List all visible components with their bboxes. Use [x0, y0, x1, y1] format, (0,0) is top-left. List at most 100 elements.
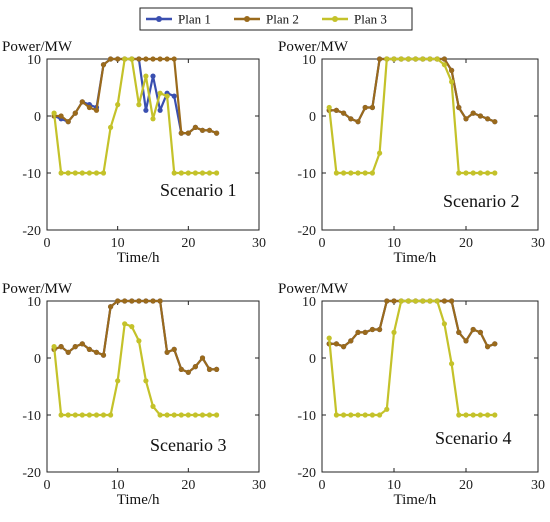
data-point [86, 170, 92, 176]
data-point [355, 412, 361, 418]
data-point [427, 56, 433, 62]
y-tick-label: -20 [297, 466, 316, 481]
data-point [199, 127, 206, 133]
data-point [362, 412, 368, 418]
data-point [214, 130, 220, 136]
data-point [463, 412, 469, 418]
data-point [79, 341, 85, 347]
data-point [456, 104, 462, 111]
x-tick-label: 20 [181, 478, 195, 493]
data-point [100, 170, 107, 176]
plot-area [321, 58, 539, 231]
data-point [485, 116, 491, 122]
x-tick-label: 0 [319, 478, 326, 493]
data-point [492, 119, 498, 125]
data-point [51, 344, 57, 350]
y-tick-label: 10 [302, 53, 316, 68]
data-point [449, 298, 455, 304]
data-point [369, 170, 375, 176]
data-point [122, 56, 128, 62]
data-point [485, 344, 491, 350]
data-point [58, 344, 64, 350]
data-point [377, 56, 383, 62]
data-point [185, 130, 191, 136]
x-tick-label: 10 [387, 236, 401, 251]
data-point [470, 412, 476, 418]
x-tick-label: 30 [531, 478, 545, 493]
data-point [157, 412, 163, 418]
data-point [129, 298, 135, 304]
y-tick-label: 0 [34, 352, 41, 367]
data-point [398, 56, 404, 62]
data-point [178, 366, 184, 372]
data-point [463, 338, 469, 344]
data-point [456, 170, 462, 176]
data-point [384, 406, 390, 412]
data-point [115, 102, 121, 108]
data-point [377, 412, 383, 418]
data-point [206, 412, 213, 418]
series-3 [51, 321, 220, 418]
data-point [477, 170, 483, 176]
data-point [136, 298, 142, 304]
data-point [143, 298, 149, 304]
data-point [178, 170, 184, 176]
scenario-label: Scenario 3 [150, 435, 226, 455]
data-point [143, 107, 149, 113]
data-point [143, 73, 149, 79]
x-tick-label: 10 [111, 236, 125, 251]
x-tick-label: 20 [459, 478, 473, 493]
data-point [470, 110, 476, 116]
legend-entry-1: Plan 1 [146, 12, 211, 27]
x-tick-label: 10 [387, 478, 401, 493]
data-point [136, 56, 142, 62]
data-point [391, 298, 397, 304]
data-point [171, 93, 177, 99]
scenario-label: Scenario 1 [160, 180, 236, 200]
data-point [93, 349, 100, 355]
data-point [79, 99, 85, 105]
series-3 [51, 56, 220, 176]
legend-box [139, 7, 413, 31]
data-point [362, 104, 368, 111]
data-point [398, 298, 404, 304]
data-point [171, 412, 177, 418]
data-point [58, 412, 64, 418]
y-tick-label: 10 [302, 295, 316, 310]
data-point [456, 412, 462, 418]
y-tick-label: -20 [22, 224, 41, 239]
data-point [477, 113, 483, 119]
data-point [477, 412, 483, 418]
legend-label: Plan 1 [178, 12, 211, 27]
x-tick-label: 30 [531, 236, 545, 251]
data-point [129, 56, 135, 62]
data-point [206, 127, 213, 133]
data-point [122, 321, 128, 327]
data-point [348, 116, 354, 122]
data-point [86, 412, 92, 418]
series-2 [51, 298, 220, 375]
data-point [485, 412, 491, 418]
data-point [348, 170, 354, 176]
data-point [185, 170, 191, 176]
data-point [171, 170, 177, 176]
y-tick-label: -20 [297, 224, 316, 239]
data-point [348, 412, 354, 418]
legend: Plan 1 Plan 2 Plan 3 [139, 7, 413, 31]
data-point [377, 150, 383, 156]
x-axis-label: Time/h [393, 492, 436, 508]
data-point [115, 378, 121, 384]
data-point [100, 62, 107, 68]
data-point [326, 335, 332, 341]
data-point [93, 412, 100, 418]
data-point [333, 107, 339, 113]
legend-marker [156, 16, 162, 22]
data-point [108, 56, 114, 62]
data-point [58, 113, 64, 119]
data-point [93, 107, 100, 113]
data-point [79, 170, 85, 176]
data-point [391, 329, 397, 335]
data-point [51, 110, 57, 116]
data-point [93, 170, 100, 176]
